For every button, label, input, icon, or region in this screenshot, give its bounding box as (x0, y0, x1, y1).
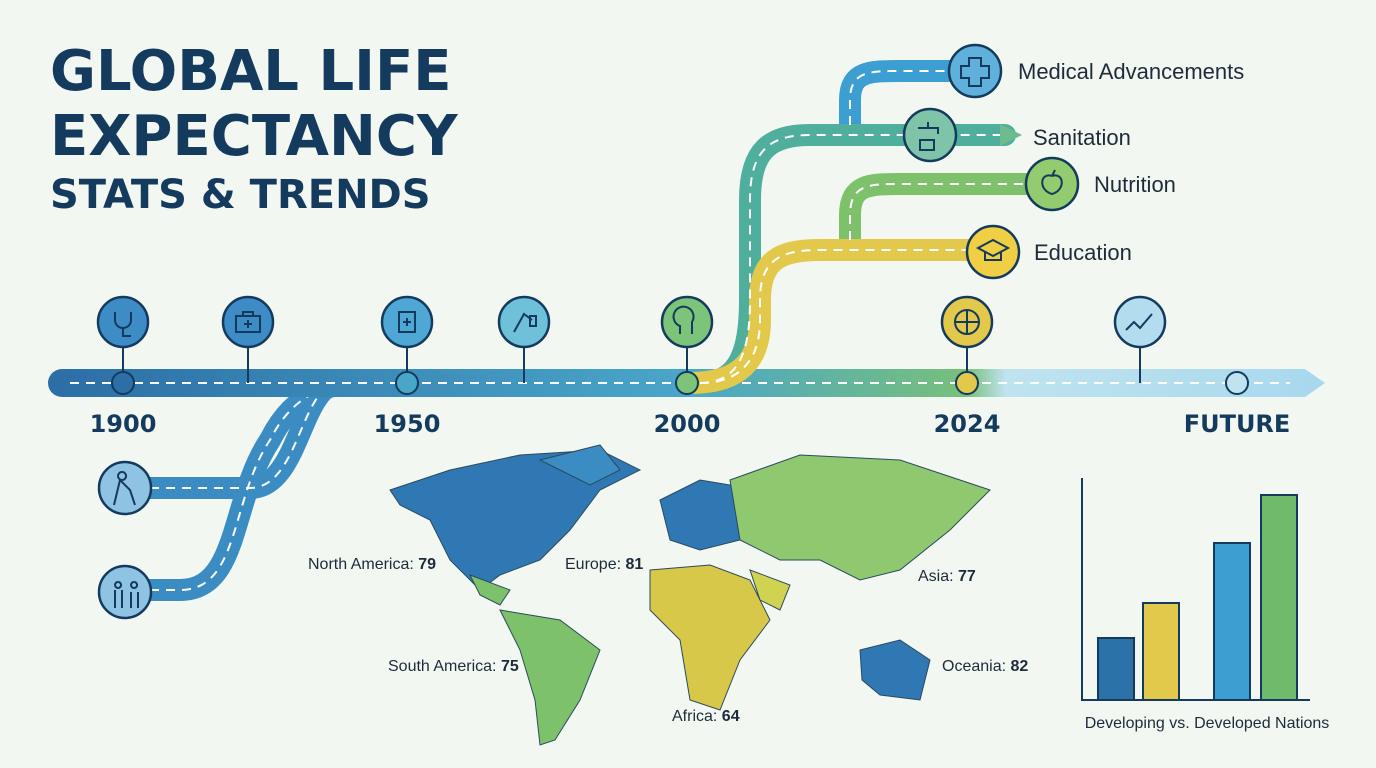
region-value: 81 (626, 556, 644, 573)
upper-branches (679, 43, 1080, 394)
region-label: North America: 79 (308, 556, 436, 573)
factor-label: Education (1034, 240, 1132, 265)
year-label: 2000 (654, 410, 721, 438)
world-map (389, 444, 991, 746)
factor-label: Nutrition (1094, 172, 1176, 197)
year-label: 1950 (374, 410, 441, 438)
region-label: Oceania: 82 (942, 658, 1028, 675)
comparison-chart (1081, 478, 1310, 701)
title-line: EXPECTANCY (50, 104, 459, 169)
region-name: Oceania: (942, 658, 1006, 675)
year-label: FUTURE (1184, 410, 1291, 438)
year-label: 2024 (934, 410, 1001, 438)
region-value: 75 (501, 658, 519, 675)
region-value: 77 (958, 568, 976, 585)
region-label: Europe: 81 (565, 556, 643, 573)
region-label: Africa: 64 (672, 708, 740, 725)
region-name: Europe: (565, 556, 621, 573)
region-name: Asia: (918, 568, 954, 585)
factor-label: Sanitation (1033, 125, 1131, 150)
region-value: 79 (418, 556, 436, 573)
region-label: Asia: 77 (918, 568, 976, 585)
region-label: South America: 75 (388, 658, 519, 675)
region-name: Africa: (672, 708, 717, 725)
region-name: North America: (308, 556, 414, 573)
region-value: 64 (722, 708, 740, 725)
timeline-nodes (96, 295, 1249, 395)
region-value: 82 (1011, 658, 1029, 675)
title-line: GLOBAL LIFE (50, 39, 452, 104)
bar (1260, 494, 1298, 701)
bar (1142, 602, 1180, 701)
chart-caption: Developing vs. Developed Nations (1085, 715, 1330, 732)
subtitle: STATS & TRENDS (50, 172, 431, 218)
factor-label: Medical Advancements (1018, 59, 1244, 84)
region-name: South America: (388, 658, 497, 675)
year-label: 1900 (90, 410, 157, 438)
bar (1213, 542, 1251, 701)
bar (1097, 637, 1135, 701)
